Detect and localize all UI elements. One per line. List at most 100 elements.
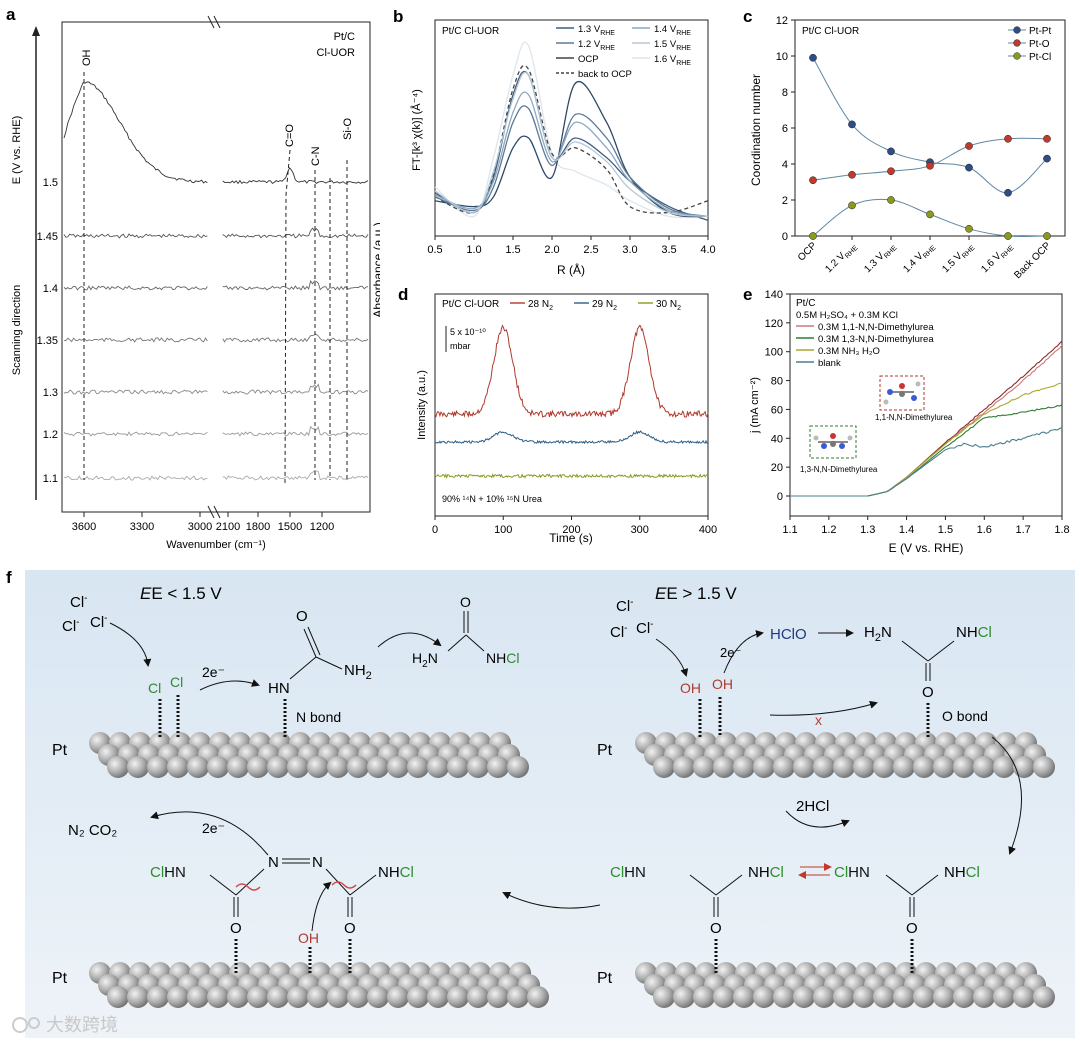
- pt-atom: [973, 756, 995, 778]
- pt-atom: [367, 986, 389, 1008]
- pt-atom: [127, 986, 149, 1008]
- svg-text:O: O: [710, 920, 722, 937]
- point-Pt-O-6: [1043, 134, 1051, 143]
- potential-label: 1.45: [37, 231, 58, 243]
- panel-e-xtick-label: 1.4: [899, 524, 914, 536]
- pt-atom: [447, 986, 469, 1008]
- point-Pt-Cl-5: [1004, 232, 1012, 240]
- panel-e-ytick-label: 120: [765, 318, 783, 330]
- panel-b-xtick-label: 2.5: [583, 244, 598, 256]
- panel-a-xtick-label: 2100: [216, 521, 240, 533]
- point-Pt-Cl-1: [848, 201, 856, 210]
- pt-atom: [187, 986, 209, 1008]
- pt-atom: [1033, 756, 1055, 778]
- pt-atom: [367, 756, 389, 778]
- pt-atom: [347, 756, 369, 778]
- band-label-cn: C-N: [310, 146, 322, 166]
- panel-d-footnote: 90% ¹⁴N + 10% ¹⁵N Urea: [442, 494, 542, 504]
- svg-text:Cl-: Cl-: [90, 613, 108, 631]
- panel-d-xtick-label: 400: [699, 524, 717, 536]
- svg-text:NHCl: NHCl: [486, 650, 519, 666]
- potential-label: 1.4: [43, 283, 58, 295]
- band-label-sio: Si-O: [342, 118, 354, 140]
- svg-text:NHCl: NHCl: [944, 864, 980, 881]
- svg-text:O: O: [344, 920, 356, 937]
- panel-c-ylabel: Coordination number: [749, 74, 763, 186]
- panel-a-ir-spectra: E (V vs. RHE) Scanning direction Absorba…: [11, 15, 380, 551]
- ir-trace-1.5: [63, 81, 369, 185]
- panel-f-mechanism: EE < 1.5 V EE > 1.5 V Cl- Cl- Cl- Cl Cl …: [12, 570, 1075, 1038]
- pt-atom: [327, 986, 349, 1008]
- dems-trace-29-N2: [434, 429, 709, 445]
- svg-text:O: O: [230, 920, 242, 937]
- pt-atom: [347, 986, 369, 1008]
- pt-label-2: Pt: [597, 742, 613, 759]
- point-Pt-Pt-4: [965, 163, 973, 172]
- panel-b-xtick-label: 1.5: [505, 244, 520, 256]
- pt-atom: [1013, 756, 1035, 778]
- panel-c-ytick-label: 10: [776, 51, 788, 63]
- pt-atom: [913, 986, 935, 1008]
- exafs-line-1.6-V: [434, 41, 709, 219]
- pt-atom: [287, 756, 309, 778]
- svg-text:NHCl: NHCl: [378, 864, 414, 881]
- panel-c-xtick-label: OCP: [796, 240, 819, 263]
- panel-a-xtick-label: 3000: [188, 521, 212, 533]
- panel-c-ytick-label: 12: [776, 15, 788, 27]
- pt-atom: [753, 756, 775, 778]
- panel-e-xtick-label: 1.5: [938, 524, 953, 536]
- panel-a-ylabel-left: E (V vs. RHE): [11, 116, 23, 184]
- pt-atom: [853, 986, 875, 1008]
- hcl-label: 2HCl: [796, 798, 829, 815]
- pt-atom: [873, 756, 895, 778]
- panel-a-legend-1: Pt/C: [334, 31, 355, 43]
- panel-e-legend-label: 0.5M H₂SO₄ + 0.3M KCl: [796, 310, 898, 321]
- potential-label: 1.3: [43, 387, 58, 399]
- panel-e-legend-label: 0.3M 1,3-N,N-Dimethylurea: [818, 334, 934, 345]
- pt-atom: [527, 986, 549, 1008]
- panel-a-xtick-label: 1500: [278, 521, 302, 533]
- panel-a-ylabel-right: Absorbance (a.u.): [371, 222, 380, 317]
- panel-e-xlabel: E (V vs. RHE): [889, 541, 964, 555]
- panel-e-xtick-label: 1.1: [782, 524, 797, 536]
- ir-trace-1.3: [63, 383, 369, 395]
- oh-adsorbed-1: OH: [680, 680, 701, 696]
- panel-e-ytick-label: 0: [777, 491, 783, 503]
- panel-e-label: Pt/C: [796, 298, 815, 309]
- panel-a-legend-2: Cl-UOR: [317, 47, 356, 59]
- panel-c-ytick-label: 8: [782, 87, 788, 99]
- panel-c-xtick-label: 1.5 VRHE: [940, 240, 976, 276]
- molecule-13-label: 1,3-N,N-Dimethylurea: [800, 465, 878, 474]
- svg-text:Cl-: Cl-: [616, 597, 634, 615]
- svg-text:NHCl: NHCl: [748, 864, 784, 881]
- scale-unit: mbar: [450, 341, 471, 351]
- svg-text:ClHN: ClHN: [150, 864, 186, 881]
- panel-c-legend-label: Pt-O: [1029, 39, 1050, 50]
- pt-label-1: Pt: [52, 742, 68, 759]
- panel-b-legend-label: 1.5 VRHE: [654, 39, 691, 52]
- panel-e-legend-label: 0.3M 1,1-N,N-Dimethylurea: [818, 322, 934, 333]
- pt-atom: [773, 756, 795, 778]
- panel-b-xtick-label: 3.0: [622, 244, 637, 256]
- panel-c-ytick-label: 0: [782, 231, 788, 243]
- molecule-13-icon: [813, 433, 853, 449]
- pt-atom: [713, 756, 735, 778]
- panel-d-xlabel: Time (s): [549, 531, 593, 545]
- n2co2-label: N₂ CO₂: [68, 822, 117, 839]
- panel-b-exafs: Pt/C Cl-UOR FT-[k³ χ(k)] (Å⁻⁴) R (Å) 0.5…: [410, 19, 716, 277]
- pt-atom: [147, 986, 169, 1008]
- pt-atom: [167, 986, 189, 1008]
- panel-a-xtick-label: 1800: [246, 521, 270, 533]
- pt-atom: [933, 756, 955, 778]
- panel-c-xtick-label: 1.6 VRHE: [979, 240, 1015, 276]
- panel-e-ytick-label: 20: [771, 462, 783, 474]
- pt-atom: [693, 756, 715, 778]
- panel-d-legend-label: 29 N2: [592, 299, 617, 312]
- arrow-head-icon: [32, 26, 40, 36]
- panel-d-xtick-label: 100: [494, 524, 512, 536]
- pt-atom: [427, 986, 449, 1008]
- pt-atom: [673, 986, 695, 1008]
- pt-atom: [993, 756, 1015, 778]
- panel-d-label: Pt/C Cl-UOR: [442, 299, 499, 310]
- mechanism-background: [25, 570, 1075, 1038]
